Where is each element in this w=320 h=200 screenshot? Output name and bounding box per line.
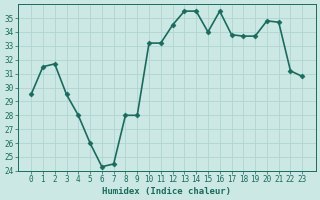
X-axis label: Humidex (Indice chaleur): Humidex (Indice chaleur) xyxy=(102,187,231,196)
